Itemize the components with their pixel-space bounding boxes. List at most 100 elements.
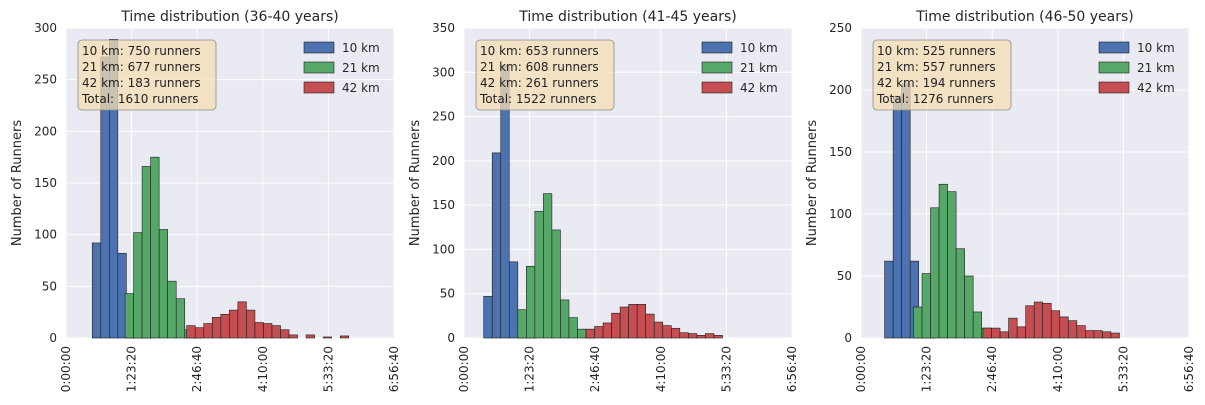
annotation-box: [77, 39, 217, 111]
legend-swatch: [1098, 81, 1130, 94]
x-tick-label: 1:23:20: [920, 346, 934, 392]
y-tick-label: 250: [829, 21, 852, 35]
bar-42km: [211, 317, 222, 339]
y-tick-label: 150: [829, 145, 852, 159]
y-tick-label: 200: [34, 124, 57, 138]
bar-42km: [713, 335, 723, 339]
y-tick-label: 0: [447, 331, 455, 345]
y-tick-label: 250: [432, 110, 455, 124]
y-tick-label: 0: [844, 331, 852, 345]
chart-title: Time distribution (46-50 years): [915, 9, 1134, 25]
bar-42km: [1059, 316, 1069, 339]
chart-panel-3: Time distribution (46-50 years) Number of…: [805, 9, 1196, 392]
bar-42km: [619, 306, 629, 339]
bar-21km: [158, 229, 168, 339]
bar-21km: [964, 275, 974, 339]
bar-10km: [108, 39, 119, 339]
y-tick-label: 100: [432, 242, 455, 256]
bar-42km: [662, 325, 672, 339]
bar-42km: [696, 335, 706, 339]
y-axis-label: Number of Runners: [805, 120, 820, 247]
y-tick-label: 150: [34, 176, 57, 190]
bar-42km: [237, 301, 247, 339]
bar-21km: [167, 280, 177, 339]
y-axis-label: Number of Runners: [408, 120, 423, 247]
bar-42km: [1042, 302, 1052, 339]
bar-21km: [534, 211, 544, 339]
y-tick-label: 250: [34, 73, 57, 87]
bar-42km: [220, 313, 230, 339]
bar-21km: [930, 207, 940, 339]
bar-42km: [271, 325, 281, 339]
bar-42km: [1102, 331, 1112, 339]
bar-42km: [203, 323, 213, 339]
bar-42km: [305, 334, 315, 339]
legend-swatch: [303, 81, 335, 94]
legend-label: 10 km: [740, 41, 778, 55]
bar-10km: [901, 83, 911, 339]
legend-label: 10 km: [342, 41, 380, 55]
x-tick-label: 5:33:20: [321, 346, 335, 392]
y-tick-label: 350: [432, 21, 455, 35]
y-tick-label: 300: [34, 21, 57, 35]
bar-42km: [229, 309, 239, 339]
x-tick-label: 6:56:40: [785, 346, 799, 392]
bar-42km: [280, 329, 290, 339]
y-tick-label: 0: [49, 331, 57, 345]
x-tick-label: 0:00:00: [854, 346, 868, 392]
bar-42km: [1008, 317, 1018, 339]
bar-42km: [1110, 332, 1120, 339]
bar-42km: [688, 333, 698, 339]
bar-21km: [517, 309, 527, 339]
annotation-box: [475, 39, 615, 111]
annotation-line: 10 km: 750 runners: [82, 44, 201, 58]
y-tick-label: 300: [432, 65, 455, 79]
bar-42km: [1076, 325, 1086, 339]
legend-label: 21 km: [342, 61, 380, 75]
bar-42km: [602, 322, 612, 339]
annotation-line: 10 km: 525 runners: [877, 44, 996, 58]
x-tick-label: 6:56:40: [1182, 346, 1196, 392]
bar-42km: [194, 327, 205, 339]
bar-42km: [288, 334, 298, 339]
annotation-line: Total: 1276 runners: [876, 92, 994, 106]
x-tick-label: 0:00:00: [59, 346, 73, 392]
bar-42km: [645, 313, 655, 339]
bar-21km: [913, 306, 923, 339]
x-tick-label: 0:00:00: [457, 346, 471, 392]
legend-label: 21 km: [1137, 61, 1175, 75]
legend-swatch: [303, 61, 335, 74]
chart-title: Time distribution (41-45 years): [518, 9, 737, 25]
bar-42km: [1050, 310, 1061, 339]
bar-42km: [1033, 301, 1044, 339]
annotation-line: Total: 1522 runners: [479, 92, 597, 106]
bar-42km: [1025, 305, 1035, 339]
x-tick-label: 1:23:20: [125, 346, 139, 392]
bar-21km: [543, 193, 553, 339]
bar-10km: [884, 260, 894, 339]
legend-swatch: [1098, 61, 1130, 74]
annotation-line: 21 km: 677 runners: [82, 60, 201, 74]
x-tick-label: 2:46:40: [190, 346, 204, 392]
bar-42km: [653, 321, 664, 339]
legend-swatch: [701, 61, 733, 74]
bar-42km: [705, 333, 715, 339]
bar-42km: [611, 312, 621, 339]
y-tick-label: 100: [829, 207, 852, 221]
bar-21km: [972, 311, 983, 339]
y-tick-label: 200: [432, 154, 455, 168]
annotation-line: 10 km: 653 runners: [480, 44, 599, 58]
bar-42km: [339, 335, 350, 339]
bar-42km: [594, 326, 604, 339]
annotation-line: Total: 1610 runners: [81, 92, 199, 106]
bar-42km: [670, 327, 681, 339]
bar-21km: [124, 293, 134, 339]
bar-42km: [1085, 330, 1095, 339]
bar-21km: [551, 229, 561, 339]
bar-10km: [91, 242, 102, 339]
legend-swatch: [303, 41, 335, 54]
bar-10km: [483, 296, 493, 339]
bar-21km: [175, 298, 186, 339]
bar-42km: [1093, 330, 1103, 339]
